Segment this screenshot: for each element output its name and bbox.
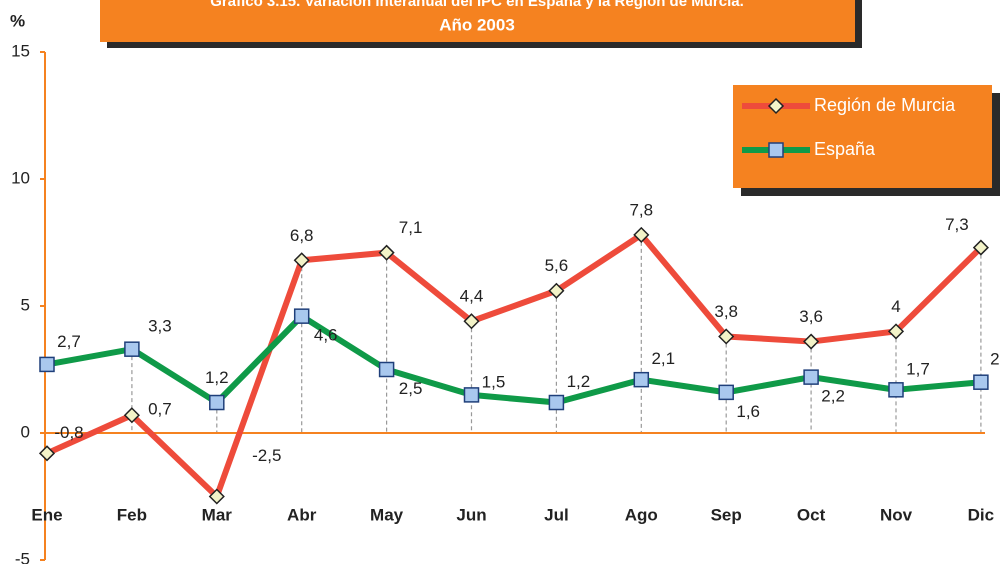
series-line bbox=[46, 313, 982, 406]
legend-marker bbox=[767, 97, 785, 115]
data-label: -0,8 bbox=[54, 423, 83, 442]
data-label: 3,3 bbox=[148, 317, 172, 336]
data-label: 1,5 bbox=[482, 372, 506, 391]
marker bbox=[548, 282, 565, 299]
y-axis-label: % bbox=[10, 11, 25, 30]
data-label: 2 bbox=[990, 350, 999, 369]
data-label: 6,8 bbox=[290, 226, 314, 245]
data-label: 1,2 bbox=[205, 368, 229, 387]
x-tick-label: Ene bbox=[31, 505, 62, 524]
legend-marker bbox=[768, 142, 784, 158]
marker bbox=[803, 369, 819, 385]
marker bbox=[548, 394, 565, 411]
data-label: 1,7 bbox=[906, 359, 930, 378]
x-tick-label: Mar bbox=[202, 505, 233, 524]
data-label: 7,1 bbox=[399, 218, 423, 237]
marker bbox=[123, 407, 140, 424]
marker bbox=[887, 323, 905, 340]
data-label: 4,4 bbox=[460, 287, 484, 306]
marker bbox=[972, 239, 989, 256]
marker bbox=[293, 252, 310, 269]
x-tick-label: May bbox=[370, 505, 404, 524]
data-label: 2,1 bbox=[651, 349, 675, 368]
legend-label: Región de Murcia bbox=[814, 95, 956, 115]
data-label: 2,5 bbox=[399, 379, 423, 398]
marker bbox=[209, 394, 225, 411]
data-label: 3,8 bbox=[714, 302, 738, 321]
x-tick-label: Abr bbox=[287, 505, 317, 524]
marker bbox=[463, 387, 480, 403]
data-label: 2,7 bbox=[57, 332, 81, 351]
marker bbox=[293, 308, 310, 324]
y-tick-label: 5 bbox=[21, 295, 30, 314]
data-label: 4,6 bbox=[314, 326, 338, 345]
marker bbox=[803, 333, 820, 350]
data-label: 5,6 bbox=[545, 256, 569, 275]
marker bbox=[38, 445, 56, 462]
data-label: 1,6 bbox=[736, 402, 760, 421]
legend-label: España bbox=[814, 139, 876, 159]
marker bbox=[633, 226, 650, 243]
x-tick-label: Sep bbox=[711, 505, 742, 524]
x-tick-label: Dic bbox=[968, 505, 994, 524]
x-tick-label: Feb bbox=[117, 505, 147, 524]
data-label: 0,7 bbox=[148, 400, 172, 419]
data-label: -2,5 bbox=[252, 446, 281, 465]
x-tick-label: Ago bbox=[625, 505, 658, 524]
marker bbox=[378, 244, 395, 261]
x-tick-label: Jul bbox=[544, 505, 569, 524]
data-label: 4 bbox=[891, 297, 900, 316]
x-tick-label: Jun bbox=[456, 505, 486, 524]
marker bbox=[208, 488, 225, 505]
y-tick-label: 15 bbox=[11, 41, 30, 60]
data-label: 2,2 bbox=[821, 387, 845, 406]
y-tick-label: 0 bbox=[21, 422, 30, 441]
marker bbox=[888, 382, 904, 398]
marker bbox=[718, 328, 735, 345]
y-tick-label: -5 bbox=[15, 549, 30, 564]
series-line bbox=[45, 231, 984, 500]
data-label: 7,8 bbox=[629, 200, 653, 219]
chart-subtitle: Año 2003 bbox=[439, 15, 515, 34]
marker bbox=[718, 384, 734, 401]
legend bbox=[733, 85, 1000, 196]
data-label: 7,3 bbox=[945, 215, 969, 234]
data-label: 1,2 bbox=[567, 372, 591, 391]
title-box bbox=[100, 0, 855, 42]
data-label: 3,6 bbox=[799, 307, 823, 326]
marker bbox=[124, 341, 140, 357]
marker bbox=[633, 371, 650, 388]
marker bbox=[463, 313, 480, 330]
chart-title: Gráfico 3.15. Variación interanual del I… bbox=[210, 0, 744, 10]
x-tick-label: Oct bbox=[797, 505, 826, 524]
x-tick-label: Nov bbox=[880, 505, 913, 524]
marker bbox=[39, 356, 55, 373]
y-tick-label: 10 bbox=[11, 168, 30, 187]
marker bbox=[973, 374, 989, 390]
marker bbox=[378, 361, 395, 378]
